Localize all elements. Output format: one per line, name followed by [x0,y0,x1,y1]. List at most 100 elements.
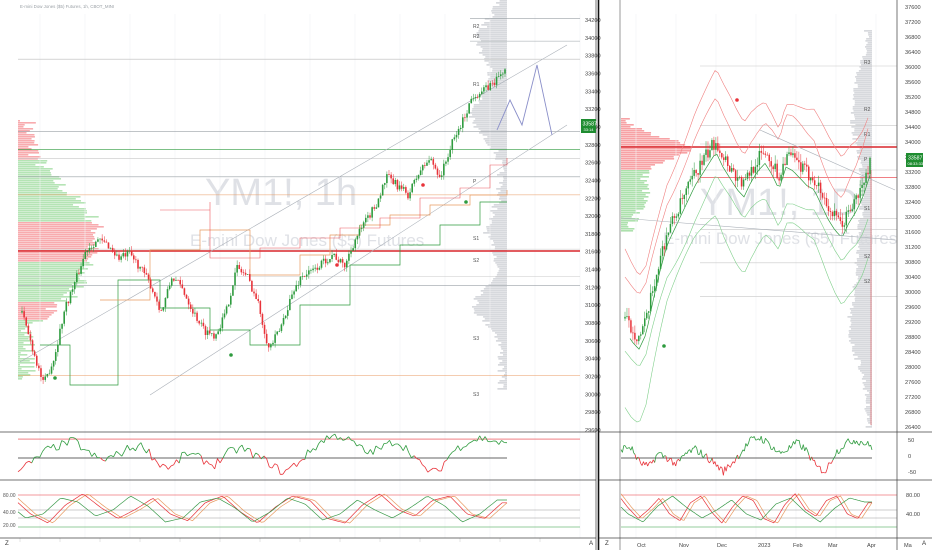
osc1-line-left [389,440,393,447]
profile-bar-right [483,232,507,234]
profile-bar-left [18,214,85,216]
osc1-line-right [763,438,766,444]
candle-left [187,298,190,305]
candle-left [242,272,245,274]
osc1-line-right [782,451,784,453]
profile-bar-left [621,224,628,226]
profile-bar-right [500,186,507,188]
profile-bar-left [18,256,92,258]
osc1-line-left [233,447,237,454]
candle-right [869,157,871,175]
profile-bar-right [858,238,872,240]
date-tick: Feb [793,543,803,549]
profile-bar-right [479,28,507,30]
candle-left [362,222,365,228]
candle-left [202,322,205,327]
osc1-line-left [187,453,191,457]
candle-left [369,215,371,218]
left-corner-z[interactable]: Z [5,540,9,547]
profile-bar-left [18,182,55,184]
candle-left [90,247,93,249]
osc1-line-left [454,445,459,451]
left-corner-a[interactable]: A [589,540,594,547]
candle-right [770,161,772,167]
profile-bar-right [858,70,872,72]
profile-bar-right [480,46,507,48]
candle-left [196,312,198,321]
osc1-line-right [703,454,706,458]
profile-bar-left [18,146,29,148]
profile-bar-right [854,102,872,104]
profile-bar-right [488,236,507,238]
osc1-line-left [105,456,109,462]
profile-bar-left [18,298,62,300]
profile-bar-right [482,92,507,94]
profile-bar-right [853,90,872,92]
band-upper-inner [624,98,869,294]
right-corner-z[interactable]: Z [605,540,609,547]
profile-bar-right [862,382,872,384]
profile-bar-left [18,270,80,272]
profile-bar-left [18,354,28,356]
osc1-line-left [135,445,139,451]
candle-left [451,139,454,150]
candle-left [141,266,144,268]
profile-bar-left [18,276,80,278]
profile-bar-right [859,202,872,204]
profile-bar-left [18,288,70,290]
profile-bar-right [495,276,507,278]
profile-bar-right [494,336,507,338]
profile-bar-left [18,132,27,134]
profile-bar-left [621,186,648,188]
price-tick-right: 36800 [905,35,921,41]
profile-bar-right [852,348,872,350]
profile-bar-right [856,270,872,272]
profile-bar-right [866,48,872,50]
candle-left [434,164,437,169]
profile-bar-right [499,172,507,174]
profile-bar-left [18,374,31,376]
candle-right [663,246,666,250]
candle-left [286,310,289,316]
candle-right [829,211,832,212]
price-tick-right: 29200 [905,320,921,326]
right-corner-a[interactable]: A [922,540,927,547]
candle-left [352,248,354,251]
candle-left [211,333,213,335]
candle-left [343,262,346,268]
osc1-line-left [83,448,87,451]
candle-right [774,163,776,170]
osc1-line-right [826,462,829,470]
profile-bar-right [502,184,507,186]
profile-bar-right [848,334,872,336]
price-tick-right: 32400 [905,200,921,206]
osc1-line-right [830,460,834,464]
candle-right [817,182,820,187]
price-tick-right: 27200 [905,395,921,401]
candle-right [843,225,846,227]
profile-bar-left [18,206,79,208]
profile-bar-right [861,204,872,206]
osc1-line-left [66,437,71,446]
profile-bar-right [482,48,507,50]
osc1-line-left [53,444,57,451]
osc1-line-left [61,440,65,443]
profile-bar-right [492,82,507,84]
profile-bar-left [18,160,48,162]
profile-bar-left [18,338,29,340]
candle-left [462,117,464,128]
profile-bar-right [859,198,872,200]
profile-bar-right [478,132,507,134]
profile-bar-left [621,228,635,230]
profile-bar-right [483,292,507,294]
profile-bar-right [860,154,872,156]
candle-right [638,335,640,342]
price-axes[interactable]: 3420034000338003360033400332003300032800… [19,5,921,549]
osc1-line-left [198,452,202,456]
candle-left [421,165,424,171]
pivot-label-right: S2 [864,279,870,285]
profile-bar-left [18,280,87,282]
osc1-line-left [482,436,486,441]
profile-bar-left [18,332,32,334]
